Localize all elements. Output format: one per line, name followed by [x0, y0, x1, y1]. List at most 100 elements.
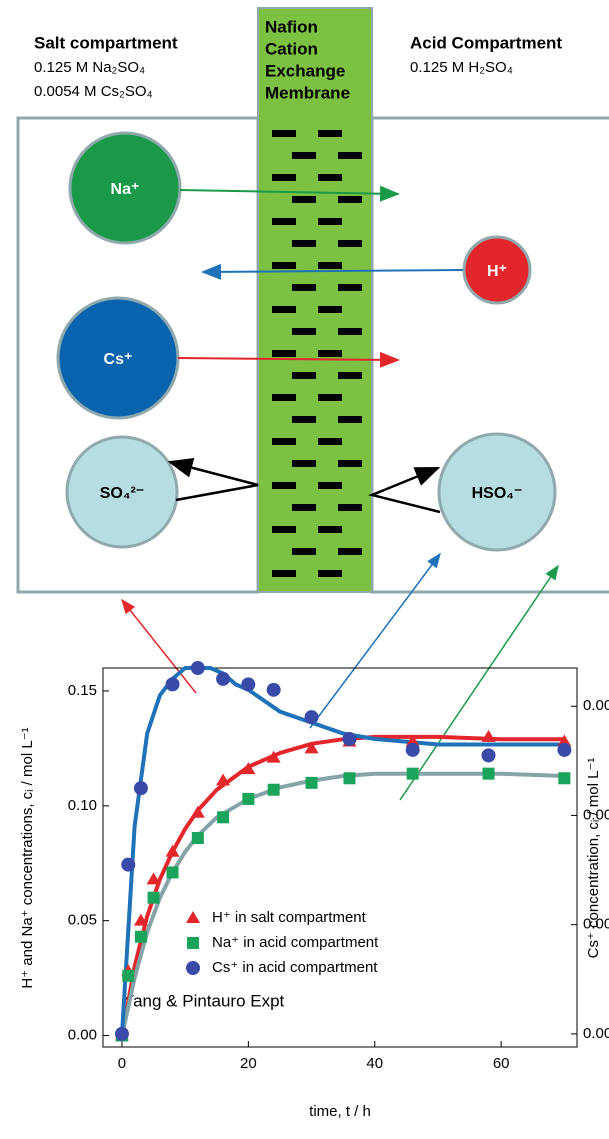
legend-marker — [186, 961, 200, 975]
y-axis-label: H⁺ and Na⁺ concentrations, cᵢ / mol L⁻¹ — [19, 727, 36, 988]
charge-dash — [318, 350, 342, 357]
ion-label: Cs⁺ — [104, 351, 133, 368]
charge-dash — [272, 438, 296, 445]
legend-label: Cs⁺ in acid compartment — [212, 959, 378, 976]
ion-label: SO₄²⁻ — [100, 485, 145, 502]
data-point — [242, 793, 254, 805]
x-tick-label: 0 — [118, 1055, 126, 1072]
charge-dash — [272, 350, 296, 357]
charge-dash — [338, 284, 362, 291]
data-point — [558, 772, 570, 784]
diagram: Salt compartment 0.125 M Na₂SO₄ 0.0054 M… — [18, 8, 609, 800]
charge-dash — [292, 196, 316, 203]
figure: Salt compartment 0.125 M Na₂SO₄ 0.0054 M… — [0, 0, 609, 1134]
data-point — [482, 730, 496, 742]
ion-label: H⁺ — [487, 263, 507, 280]
charge-dash — [292, 460, 316, 467]
data-point — [216, 672, 230, 686]
chart: H⁺ and Na⁺ concentrations, cᵢ / mol L⁻¹ … — [19, 661, 609, 1120]
charge-dash — [338, 196, 362, 203]
charge-dash — [318, 130, 342, 137]
charge-dash — [338, 504, 362, 511]
membrane-label: Membrane — [265, 83, 350, 102]
charge-dash — [338, 460, 362, 467]
data-point — [122, 970, 134, 982]
data-point — [241, 677, 255, 691]
data-point — [557, 743, 571, 757]
x-tick-label: 60 — [493, 1055, 510, 1072]
ion-label: HSO₄⁻ — [472, 485, 523, 502]
charge-dash — [318, 306, 342, 313]
charge-dash — [338, 328, 362, 335]
charge-dash — [318, 262, 342, 269]
charge-dash — [272, 218, 296, 225]
data-point — [135, 931, 147, 943]
membrane-label: Cation — [265, 39, 318, 58]
y-tick-label: 0.00 — [68, 1026, 97, 1043]
pointer-arrow — [122, 600, 196, 693]
charge-dash — [272, 306, 296, 313]
x-tick-label: 20 — [240, 1055, 257, 1072]
y2-tick-label: 0.006 — [583, 697, 609, 714]
data-point — [482, 748, 496, 762]
data-point — [267, 683, 281, 697]
charge-dash — [292, 328, 316, 335]
data-point — [305, 710, 319, 724]
charge-dash — [318, 394, 342, 401]
salt-title: Salt compartment — [34, 33, 178, 52]
data-point — [191, 661, 205, 675]
charge-dash — [272, 262, 296, 269]
charge-dash — [318, 526, 342, 533]
legend-marker — [187, 937, 199, 949]
pointer-arrow — [400, 566, 558, 800]
charge-dash — [318, 570, 342, 577]
y-tick-label: 0.05 — [68, 912, 97, 929]
charge-dash — [292, 152, 316, 159]
charge-dash — [318, 174, 342, 181]
legend-marker — [186, 911, 200, 923]
data-point — [306, 777, 318, 789]
data-point — [148, 892, 160, 904]
y2-tick-label: 0.000 — [583, 1025, 609, 1042]
charge-dash — [272, 174, 296, 181]
charge-dash — [338, 548, 362, 555]
annotation: Yang & Pintauro Expt — [123, 991, 285, 1010]
charge-dash — [292, 240, 316, 247]
data-point — [407, 768, 419, 780]
charge-dash — [272, 394, 296, 401]
ion-label: Na⁺ — [111, 181, 140, 198]
membrane-label: Exchange — [265, 61, 345, 80]
charge-dash — [292, 548, 316, 555]
salt-line: 0.0054 M Cs₂SO₄ — [34, 83, 153, 100]
acid-title: Acid Compartment — [410, 33, 562, 52]
data-point — [192, 832, 204, 844]
x-axis-label: time, t / h — [309, 1103, 371, 1120]
data-point — [166, 677, 180, 691]
x-tick-label: 40 — [366, 1055, 383, 1072]
legend-label: H⁺ in salt compartment — [212, 909, 367, 926]
salt-line: 0.125 M Na₂SO₄ — [34, 59, 145, 76]
data-point — [134, 781, 148, 795]
charge-dash — [338, 416, 362, 423]
data-point — [115, 1027, 129, 1041]
data-point — [217, 811, 229, 823]
data-point — [121, 858, 135, 872]
charge-dash — [318, 218, 342, 225]
charge-dash — [318, 482, 342, 489]
data-point — [167, 866, 179, 878]
data-point — [406, 743, 420, 757]
data-point — [343, 772, 355, 784]
data-point — [342, 732, 356, 746]
data-point — [268, 784, 280, 796]
charge-dash — [272, 570, 296, 577]
charge-dash — [292, 504, 316, 511]
y-tick-label: 0.15 — [68, 682, 97, 699]
data-point — [483, 768, 495, 780]
charge-dash — [292, 416, 316, 423]
charge-dash — [338, 152, 362, 159]
charge-dash — [272, 526, 296, 533]
charge-dash — [338, 372, 362, 379]
legend-label: Na⁺ in acid compartment — [212, 934, 379, 951]
membrane-label: Nafion — [265, 17, 318, 36]
plot-frame — [103, 668, 577, 1047]
